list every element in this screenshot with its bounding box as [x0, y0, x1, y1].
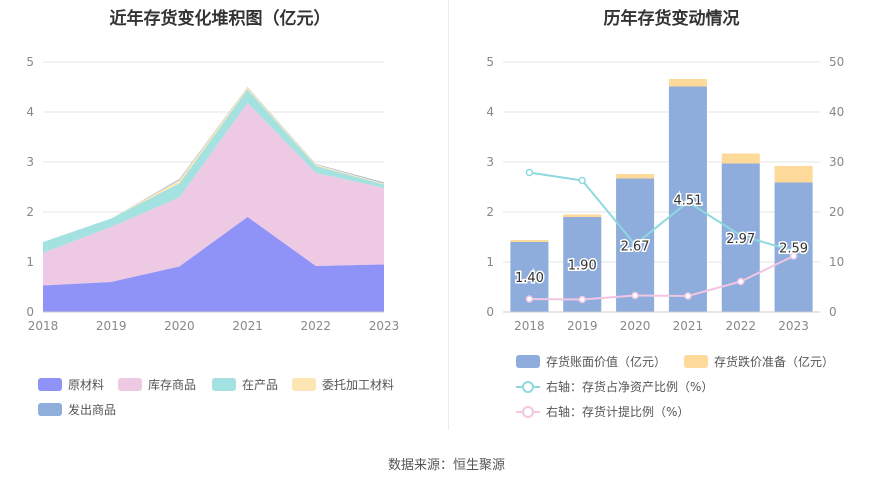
bar-value-label: 1.40	[515, 271, 544, 286]
area-series-原材料	[43, 217, 384, 312]
y-tick-label: 0	[26, 305, 34, 319]
y-tick-label: 2	[486, 205, 494, 219]
bar-impairment	[510, 240, 549, 242]
left-chart-title: 近年存货变化堆积图（亿元）	[109, 9, 331, 29]
area-series-库存商品	[43, 103, 384, 286]
legend-swatch	[38, 378, 62, 391]
legend-label: 原材料	[68, 378, 105, 392]
legend-item[interactable]: 原材料	[38, 376, 104, 393]
line-point	[737, 277, 745, 286]
line-point	[525, 295, 534, 303]
legend-label: 存货跌价准备（亿元）	[714, 355, 835, 369]
bar-value-label: 1.90	[568, 259, 597, 274]
legend-label: 右轴：存货计提比例（%）	[546, 405, 690, 419]
legend-swatch	[118, 378, 142, 391]
y-tick-label: 4	[26, 105, 34, 119]
x-tick-label: 2021	[232, 319, 263, 333]
line-point	[737, 231, 745, 240]
area-series-在产品	[43, 89, 384, 253]
bar-impairment	[774, 166, 813, 183]
panel-divider	[448, 0, 449, 430]
y-tick-label: 3	[486, 155, 494, 169]
bar-value-label: 2.67	[621, 239, 650, 254]
legend-swatch	[516, 380, 540, 393]
line-point	[631, 291, 639, 300]
legend-label: 存货账面价值（亿元）	[546, 355, 667, 369]
line-point	[684, 292, 692, 300]
x-tick-label: 2023	[778, 319, 809, 333]
area-series-委托加工材料	[43, 87, 384, 242]
legend-label: 库存商品	[148, 378, 197, 392]
x-tick-label: 2018	[514, 319, 545, 333]
line-point	[631, 240, 639, 249]
legend-label: 委托加工材料	[322, 378, 395, 392]
y2-tick-label: 40	[829, 105, 844, 119]
line-point	[578, 295, 586, 304]
legend-item[interactable]: 库存商品	[118, 376, 196, 393]
y-tick-label: 4	[486, 105, 494, 119]
x-tick-label: 2022	[301, 319, 332, 333]
bar-value-label: 4.51	[673, 193, 702, 208]
legend-item[interactable]: 存货跌价准备（亿元）	[684, 353, 834, 370]
bar-impairment	[616, 174, 655, 179]
bar-impairment	[668, 79, 707, 87]
y2-tick-label: 0	[829, 305, 837, 319]
legend-item[interactable]: 发出商品	[38, 401, 116, 418]
y2-tick-label: 10	[829, 255, 844, 269]
inventory-bar-line-chart: 0 0 1 10 2 20 3 30 4 40 5 50 2018 2019 2020 2021 2022 202…	[486, 55, 844, 333]
legend-label: 发出商品	[68, 403, 117, 417]
y-tick-label: 1	[26, 255, 34, 269]
x-tick-label: 2023	[369, 319, 400, 333]
y2-tick-label: 20	[829, 205, 844, 219]
legend-item[interactable]: 右轴：存货占净资产比例（%）	[516, 378, 713, 395]
legend-item[interactable]: 在产品	[212, 376, 278, 393]
x-tick-label: 2019	[96, 319, 127, 333]
y-tick-label: 3	[26, 155, 34, 169]
y-tick-label: 0	[486, 305, 494, 319]
x-tick-label: 2020	[164, 319, 195, 333]
legend-swatch	[516, 355, 540, 368]
y-tick-label: 5	[26, 55, 34, 69]
line-point	[684, 198, 692, 206]
line-point	[525, 168, 534, 177]
legend-label: 右轴：存货占净资产比例（%）	[546, 380, 714, 394]
data-source-note: 数据来源：恒生聚源	[387, 458, 505, 473]
legend-swatch	[212, 378, 236, 391]
legend-swatch	[516, 405, 540, 418]
legend-label: 在产品	[242, 378, 279, 392]
legend-swatch	[684, 355, 708, 368]
x-tick-label: 2019	[567, 319, 598, 333]
bar-impairment	[721, 153, 760, 164]
legend-item[interactable]: 右轴：存货计提比例（%）	[516, 403, 689, 420]
line-point	[789, 252, 798, 260]
y-tick-label: 5	[486, 55, 494, 69]
line-series-右轴：存货占净资产比例（%）	[529, 171, 794, 252]
x-tick-label: 2021	[673, 319, 704, 333]
x-tick-label: 2022	[725, 319, 756, 333]
legend-swatch	[38, 403, 62, 416]
y-tick-label: 2	[26, 205, 34, 219]
bar-value-label: 2.97	[726, 232, 755, 247]
legend-item[interactable]: 存货账面价值（亿元）	[516, 353, 666, 370]
legend-swatch	[292, 378, 316, 391]
y-tick-label: 1	[486, 255, 494, 269]
y2-tick-label: 30	[829, 155, 844, 169]
line-series-右轴：存货计提比例（%）	[529, 255, 795, 301]
line-point	[578, 176, 586, 185]
bar-value-label: 2.59	[779, 241, 808, 256]
y2-tick-label: 50	[829, 55, 844, 69]
x-tick-label: 2020	[620, 319, 651, 333]
stacked-area-chart: 0 1 2 3 4 5 2018 2019 2020 2021 2022 2023	[26, 55, 400, 333]
legend-item[interactable]: 委托加工材料	[292, 376, 394, 393]
bar-impairment	[563, 214, 602, 217]
right-chart-title: 历年存货变动情况	[603, 9, 740, 29]
x-tick-label: 2018	[28, 319, 59, 333]
